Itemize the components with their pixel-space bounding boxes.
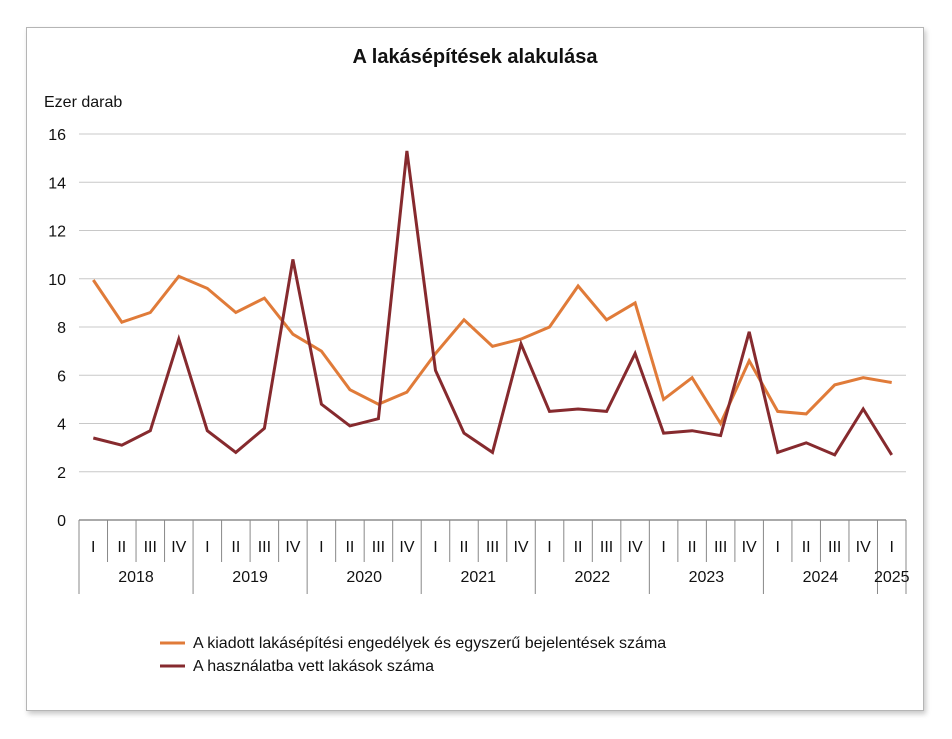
y-axis-ticks: 0 2 4 6 8 10 12 14 16 — [48, 127, 66, 530]
y-axis-label: Ezer darab — [44, 94, 122, 111]
chart-title: A lakásépítések alakulása — [353, 46, 599, 68]
x-tick-quarter: I — [319, 539, 323, 556]
y-tick-label: 2 — [57, 465, 66, 482]
x-tick-quarter: III — [486, 539, 499, 556]
y-tick-label: 6 — [57, 368, 66, 385]
x-tick-quarter: II — [117, 539, 126, 556]
x-tick-quarter: I — [547, 539, 551, 556]
x-tick-quarter: III — [258, 539, 271, 556]
x-tick-quarter: IV — [513, 539, 528, 556]
x-tick-year: 2023 — [689, 569, 725, 586]
x-tick-quarter: IV — [742, 539, 757, 556]
legend-label: A használatba vett lakások száma — [193, 658, 434, 675]
y-tick-label: 12 — [48, 224, 66, 241]
x-tick-quarter: II — [574, 539, 583, 556]
x-tick-quarter: III — [372, 539, 385, 556]
x-tick-year: 2019 — [232, 569, 268, 586]
series-lines — [92, 150, 893, 457]
x-tick-quarter: II — [231, 539, 240, 556]
y-tick-label: 0 — [57, 513, 66, 530]
x-tick-quarter: II — [688, 539, 697, 556]
chart-frame — [26, 27, 924, 711]
y-tick-label: 14 — [48, 175, 66, 192]
x-tick-quarter: I — [890, 539, 894, 556]
x-tick-quarter: II — [802, 539, 811, 556]
x-tick-quarter: III — [828, 539, 841, 556]
x-tick-quarter: IV — [856, 539, 871, 556]
x-tick-year: 2025 — [874, 569, 910, 586]
x-tick-quarter: II — [460, 539, 469, 556]
x-tick-quarter: III — [600, 539, 613, 556]
x-tick-quarter: I — [205, 539, 209, 556]
series-line-1 — [92, 274, 892, 427]
x-tick-quarter: IV — [171, 539, 186, 556]
x-tick-quarter: IV — [399, 539, 414, 556]
legend-label: A kiadott lakásépítési engedélyek és egy… — [193, 635, 666, 652]
gridlines — [79, 133, 906, 473]
x-tick-quarter: III — [714, 539, 727, 556]
x-tick-quarter: I — [433, 539, 437, 556]
x-tick-year: 2018 — [118, 569, 154, 586]
x-tick-year: 2020 — [346, 569, 382, 586]
series-line-2 — [92, 150, 893, 457]
y-tick-label: 16 — [48, 127, 66, 144]
y-tick-label: 10 — [48, 272, 66, 289]
x-tick-quarter: IV — [628, 539, 643, 556]
legend: A kiadott lakásépítési engedélyek és egy… — [160, 635, 666, 675]
x-tick-year: 2022 — [575, 569, 611, 586]
x-axis: I II III IV I II III IV I II III IV I II III IV I II III IV… — [78, 519, 910, 594]
y-tick-label: 8 — [57, 320, 66, 337]
x-tick-quarter: II — [345, 539, 354, 556]
x-tick-quarter: I — [91, 539, 95, 556]
y-tick-label: 4 — [57, 417, 66, 434]
x-tick-quarter: I — [775, 539, 779, 556]
x-tick-quarter: I — [661, 539, 665, 556]
x-tick-quarter: IV — [285, 539, 300, 556]
x-tick-year: 2021 — [460, 569, 496, 586]
x-tick-quarter: III — [144, 539, 157, 556]
x-tick-year: 2024 — [803, 569, 839, 586]
